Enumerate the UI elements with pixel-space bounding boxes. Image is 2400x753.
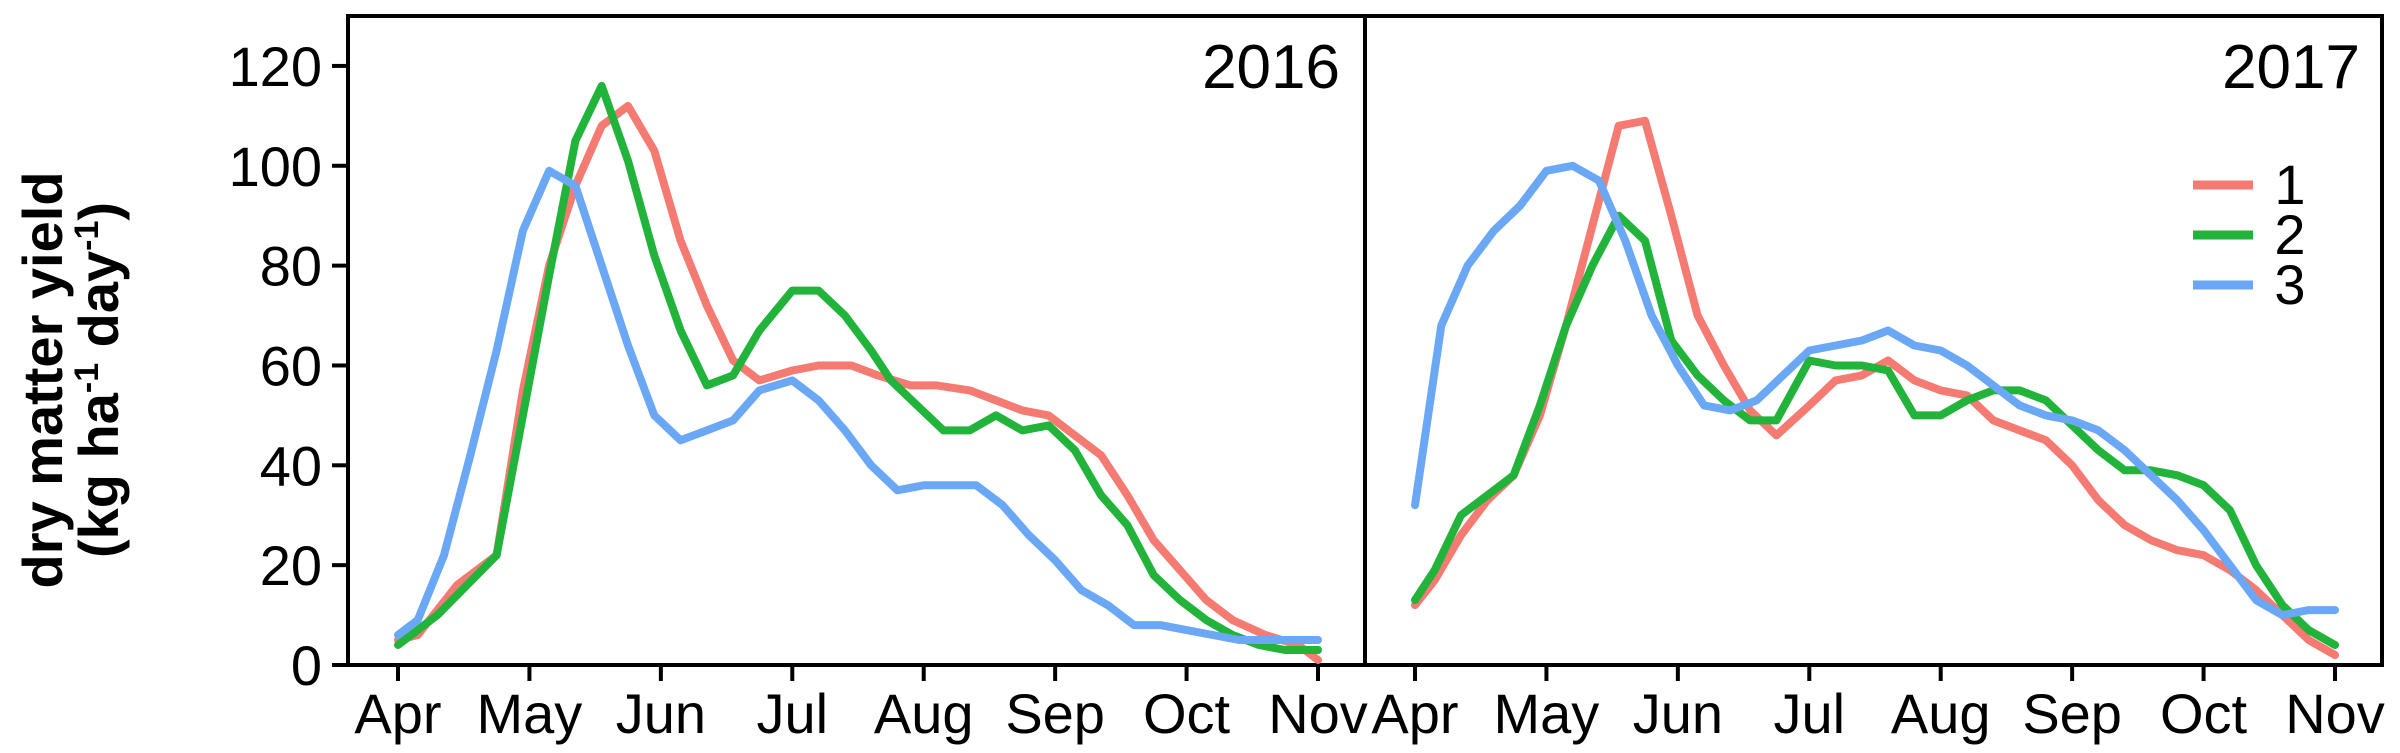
panel-2016: 2016 Apr May Jun Jul Aug Sep Oct Nov xyxy=(346,14,1368,745)
y-tick-label: 60 xyxy=(260,334,322,397)
panel-2017-title: 2017 xyxy=(2222,33,2360,102)
legend-label-1: 1 xyxy=(2274,153,2305,216)
y-tick-label: 40 xyxy=(260,434,322,497)
x-tick-label: Apr xyxy=(354,682,441,745)
x-axis-2016: Apr May Jun Jul Aug Sep Oct Nov xyxy=(354,665,1368,745)
x-tick-label: Aug xyxy=(874,682,974,745)
y-axis-title-line2-main: (kg ha xyxy=(67,392,130,558)
y-axis: 0 20 40 60 80 100 120 xyxy=(229,35,348,697)
x-tick-label: Jun xyxy=(1633,682,1723,745)
series-line-2016-1 xyxy=(394,101,1322,664)
legend-label-3: 3 xyxy=(2274,253,2305,316)
y-axis-title-line2-sup1: -1 xyxy=(68,363,106,393)
panel-2017-frame xyxy=(1363,14,2384,667)
y-tick-label: 20 xyxy=(260,534,322,597)
x-axis-2017: Apr May Jun Jul Aug Sep Oct Nov xyxy=(1371,665,2385,745)
y-tick-label: 80 xyxy=(260,235,322,298)
series-line-2017-2 xyxy=(1411,211,2339,649)
y-axis-title: dry matter yield (kg ha-1 day-1) xyxy=(11,171,130,588)
y-tick-label: 100 xyxy=(229,135,322,198)
x-tick-label: Jul xyxy=(756,682,828,745)
x-tick-label: May xyxy=(477,682,583,745)
x-tick-label: Jun xyxy=(616,682,706,745)
legend-label-2: 2 xyxy=(2274,203,2305,266)
y-tick-label: 120 xyxy=(229,35,322,98)
x-tick-label: Nov xyxy=(1268,682,1368,745)
x-tick-label: Apr xyxy=(1371,682,1458,745)
y-axis-title-line1: dry matter yield xyxy=(11,171,74,588)
series-line-2016-3 xyxy=(394,166,1322,644)
x-tick-label: Sep xyxy=(1005,682,1105,745)
series-line-2017-3 xyxy=(1411,161,2339,620)
x-tick-label: Aug xyxy=(1891,682,1991,745)
series-line-2017-1 xyxy=(1411,116,2339,659)
panel-2017: 2017 Apr May Jun Jul Aug Sep Oct Nov xyxy=(1363,14,2385,745)
x-tick-label: Nov xyxy=(2285,682,2385,745)
x-tick-label: Sep xyxy=(2022,682,2122,745)
x-tick-label: Oct xyxy=(2160,682,2248,745)
y-axis-title-line2-mid: day xyxy=(67,251,130,363)
x-tick-label: Oct xyxy=(1143,682,1231,745)
y-tick-label: 0 xyxy=(291,634,322,697)
y-axis-title-line2: (kg ha-1 day-1) xyxy=(67,202,130,558)
series-group-2017 xyxy=(1411,116,2339,659)
panel-2016-title: 2016 xyxy=(1202,33,1340,102)
y-axis-title-line2-sup2: -1 xyxy=(68,221,106,251)
series-group-2016 xyxy=(394,81,1322,664)
legend: 123 xyxy=(2193,153,2306,316)
x-tick-label: May xyxy=(1494,682,1600,745)
series-line-2016-2 xyxy=(394,81,1322,654)
y-axis-title-line2-end: ) xyxy=(67,202,130,221)
x-tick-label: Jul xyxy=(1773,682,1845,745)
